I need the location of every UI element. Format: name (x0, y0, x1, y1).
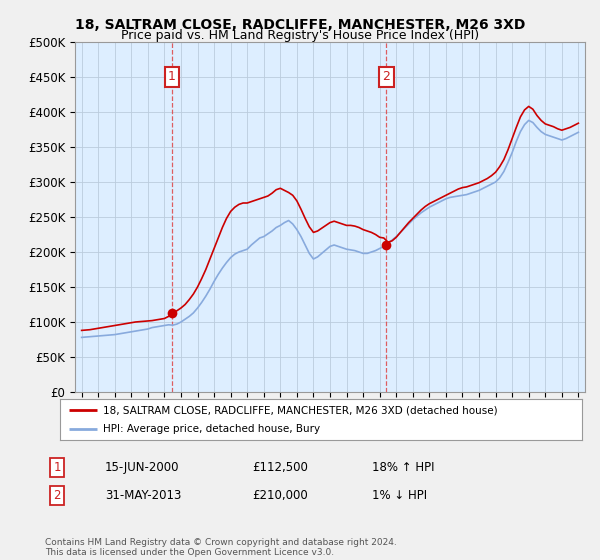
Text: Price paid vs. HM Land Registry's House Price Index (HPI): Price paid vs. HM Land Registry's House … (121, 29, 479, 42)
Text: 2: 2 (53, 489, 61, 502)
Text: 1: 1 (168, 71, 176, 83)
Text: 31-MAY-2013: 31-MAY-2013 (105, 489, 181, 502)
Text: 2: 2 (383, 71, 391, 83)
Text: 1: 1 (53, 461, 61, 474)
Text: £210,000: £210,000 (252, 489, 308, 502)
Text: HPI: Average price, detached house, Bury: HPI: Average price, detached house, Bury (103, 424, 320, 433)
Text: Contains HM Land Registry data © Crown copyright and database right 2024.
This d: Contains HM Land Registry data © Crown c… (45, 538, 397, 557)
Text: £112,500: £112,500 (252, 461, 308, 474)
Text: 18, SALTRAM CLOSE, RADCLIFFE, MANCHESTER, M26 3XD (detached house): 18, SALTRAM CLOSE, RADCLIFFE, MANCHESTER… (103, 405, 498, 415)
Text: 18, SALTRAM CLOSE, RADCLIFFE, MANCHESTER, M26 3XD: 18, SALTRAM CLOSE, RADCLIFFE, MANCHESTER… (75, 18, 525, 32)
Text: 18% ↑ HPI: 18% ↑ HPI (372, 461, 434, 474)
Text: 1% ↓ HPI: 1% ↓ HPI (372, 489, 427, 502)
Text: 15-JUN-2000: 15-JUN-2000 (105, 461, 179, 474)
